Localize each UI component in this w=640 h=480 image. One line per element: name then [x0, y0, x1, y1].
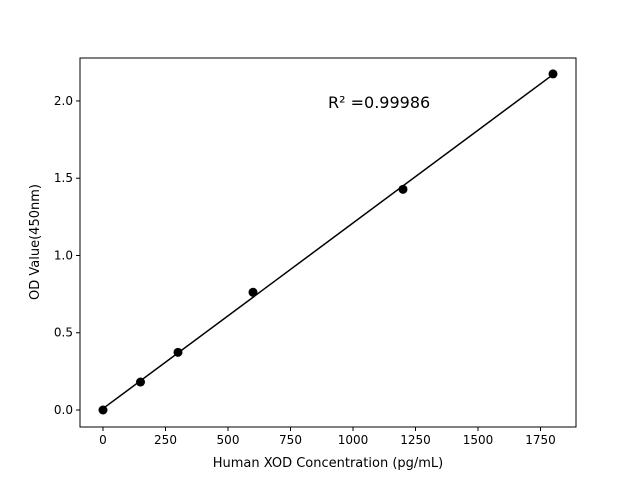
y-axis-label: OD Value(450nm) — [28, 184, 43, 300]
y-tick-label: 0.0 — [54, 403, 73, 417]
data-point — [398, 184, 408, 194]
y-tick-label: 0.5 — [54, 326, 73, 340]
x-tick-label: 1000 — [338, 433, 369, 447]
y-tick-label: 2.0 — [54, 94, 73, 108]
x-tick-label: 500 — [217, 433, 240, 447]
y-tick-label: 1.5 — [54, 171, 73, 185]
r-squared-annotation: R² =0.99986 — [328, 93, 430, 112]
x-tick-label: 1750 — [525, 433, 556, 447]
x-tick-label: 750 — [279, 433, 302, 447]
x-tick-label: 0 — [99, 433, 107, 447]
data-point — [136, 377, 145, 387]
x-tick-label: 250 — [154, 433, 177, 447]
data-point — [98, 405, 108, 415]
data-point — [548, 69, 558, 79]
x-tick-label: 1250 — [400, 433, 431, 447]
x-tick-label: 1500 — [463, 433, 494, 447]
data-point — [248, 287, 258, 297]
y-tick-label: 1.0 — [54, 248, 73, 262]
x-axis-label: Human XOD Concentration (pg/mL) — [213, 456, 444, 471]
data-point — [173, 347, 183, 357]
